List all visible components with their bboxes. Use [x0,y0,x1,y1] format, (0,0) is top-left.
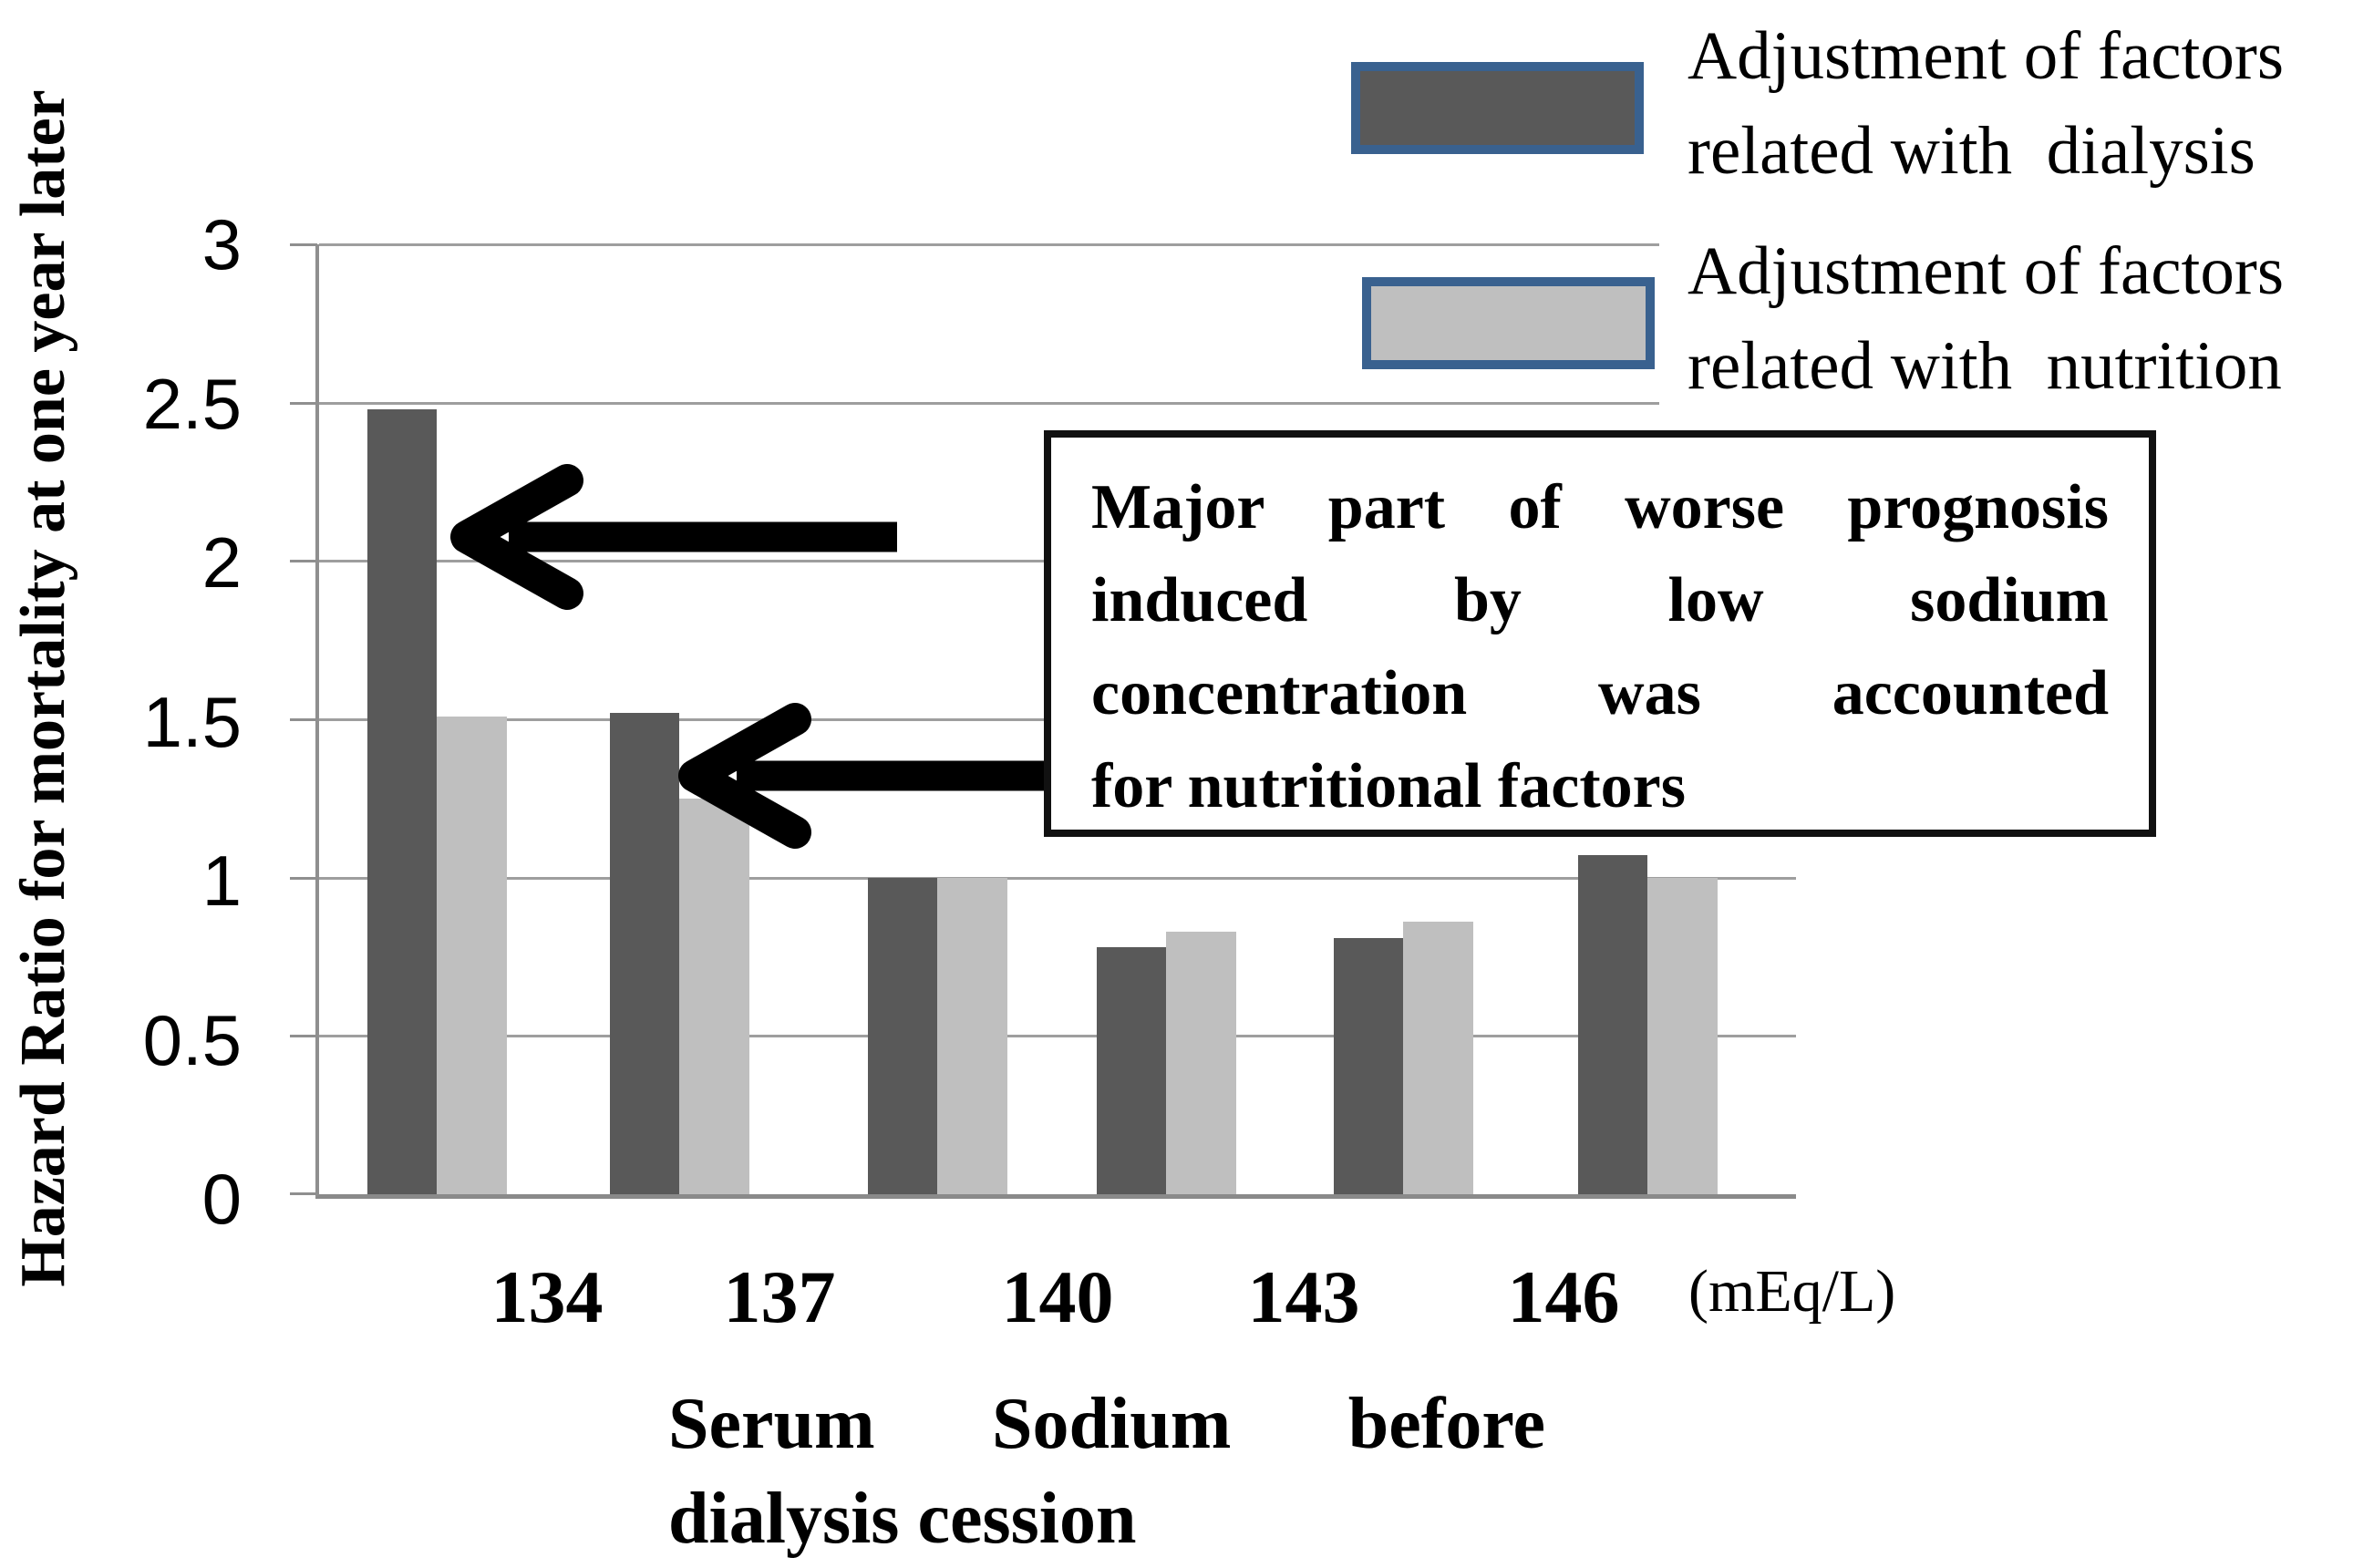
plot-area [290,243,1796,1199]
bar-dialysis [610,713,679,1194]
y-axis-tick [290,560,317,562]
legend-swatch-dialysis [1351,62,1644,154]
bar-dialysis [868,878,937,1194]
bar-nutrition [1403,922,1473,1194]
annotation-word: low [1667,565,1764,635]
x-unit-label: (mEq/L) [1688,1258,1896,1325]
legend-label-dialysis: Adjustment of factors related with dialys… [1688,9,2374,199]
annotation-text-line: Major part of worse prognosis [1091,461,2109,554]
legend-label-dialysis-line1: Adjustment of factors [1688,18,2285,94]
bar-dialysis [1578,855,1647,1194]
annotation-text-line: induced by low sodium [1091,554,2109,647]
legend-swatch-nutrition [1362,277,1655,369]
gridline [319,243,1796,246]
y-axis-tick [290,1192,317,1195]
bar-dialysis [1097,947,1166,1194]
y-tick-label: 2.5 [142,364,242,444]
annotation-word: was [1598,658,1701,728]
annotation-word: accounted [1832,658,2109,728]
y-tick-label: 3 [201,204,242,284]
annotation-text-line: for nutritional factors [1091,751,1686,821]
x-tick-label: 143 [1247,1255,1360,1338]
bar-nutrition [679,799,749,1194]
x-axis-title-word: before [1347,1384,1545,1464]
y-axis-tick [290,1035,317,1037]
annotation-word: Major [1091,472,1265,542]
y-tick-label: 0 [201,1159,242,1239]
y-tick-label: 2 [201,522,242,603]
x-axis-title-word: Serum [668,1384,875,1464]
annotation-word: by [1453,565,1522,635]
x-tick-label: 137 [723,1255,836,1338]
bar-nutrition [937,878,1007,1194]
legend-label-nutrition: Adjustment of factors related with nutrit… [1688,224,2374,414]
legend-label-dialysis-line2: related with dialysis [1688,113,2255,189]
x-axis-title-line1: Serum Sodium before [668,1378,1545,1470]
bar-nutrition [1647,878,1718,1194]
annotation-word: worse [1625,472,1785,542]
annotation-word: sodium [1910,565,2109,635]
gridline [319,402,1796,405]
x-axis-title-line2: dialysis cession [668,1479,1137,1559]
legend-label-nutrition-line2: related with nutrition [1688,328,2282,404]
y-axis-tick [290,402,317,405]
gridline [319,1035,1796,1037]
x-tick-label: 140 [1001,1255,1114,1338]
annotation-word: of [1508,472,1562,542]
y-axis-tick [290,718,317,721]
bar-nutrition [1166,932,1236,1194]
y-tick-label: 1.5 [142,682,242,762]
annotation-word: prognosis [1847,472,2109,542]
annotation-text-line: concentration was accounted [1091,647,2109,740]
bar-dialysis [367,409,437,1194]
annotation-word: induced [1091,565,1308,635]
y-axis-tick [290,243,317,246]
legend-label-nutrition-line1: Adjustment of factors [1688,233,2285,309]
annotation-box: Major part of worse prognosis induced by low sod… [1044,430,2156,837]
x-axis-title-word: Sodium [992,1384,1232,1464]
annotation-word: part [1327,472,1446,542]
gridline [319,877,1796,880]
bar-nutrition [437,717,507,1194]
x-axis-title: Serum Sodium before dialysis cession [668,1378,1545,1564]
y-tick-label: 0.5 [142,1000,242,1080]
x-tick-label: 134 [490,1255,604,1338]
y-axis-tick [290,877,317,880]
bar-dialysis [1334,938,1403,1194]
x-tick-label: 146 [1507,1255,1620,1338]
y-tick-label: 1 [201,841,242,921]
annotation-word: concentration [1091,658,1468,728]
